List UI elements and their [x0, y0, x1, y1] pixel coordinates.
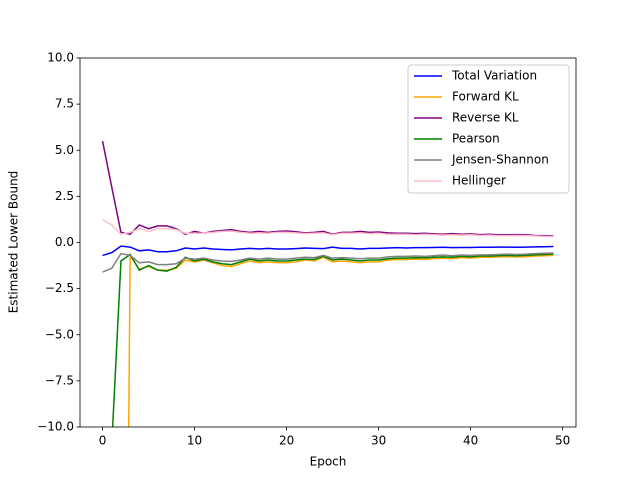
x-tick-label: 30 — [371, 434, 386, 448]
y-axis-label: Estimated Lower Bound — [7, 171, 21, 314]
legend-box — [407, 64, 570, 194]
x-tick-label: 0 — [99, 434, 107, 448]
plot-lines — [101, 140, 554, 427]
legend-label: Total Variation — [451, 69, 537, 83]
y-tick-label: −10.0 — [37, 420, 74, 434]
data-line — [127, 252, 554, 427]
legend-label: Forward KL — [452, 90, 519, 104]
x-tick-label: 20 — [279, 434, 294, 448]
y-tick-label: −7.5 — [45, 373, 74, 387]
y-tick-label: −2.5 — [45, 281, 74, 295]
data-line — [102, 252, 554, 273]
legend-label: Pearson — [452, 132, 500, 146]
data-line — [111, 253, 554, 427]
x-tick-label: 10 — [187, 434, 202, 448]
x-tick-label: 40 — [463, 434, 478, 448]
legend-label: Reverse KL — [452, 111, 519, 125]
y-tick-label: 10.0 — [47, 51, 74, 65]
y-tick-label: 5.0 — [55, 143, 74, 157]
y-tick-label: 7.5 — [55, 97, 74, 111]
y-tick-label: 0.0 — [55, 235, 74, 249]
x-tick-label: 50 — [555, 434, 570, 448]
x-axis-label: Epoch — [310, 455, 347, 469]
legend-label: Hellinger — [452, 174, 506, 188]
y-tick-label: −5.0 — [45, 327, 74, 341]
data-line — [102, 218, 554, 238]
y-tick-label: 2.5 — [55, 189, 74, 203]
legend-label: Jensen-Shannon — [451, 153, 549, 167]
data-line — [102, 245, 554, 257]
